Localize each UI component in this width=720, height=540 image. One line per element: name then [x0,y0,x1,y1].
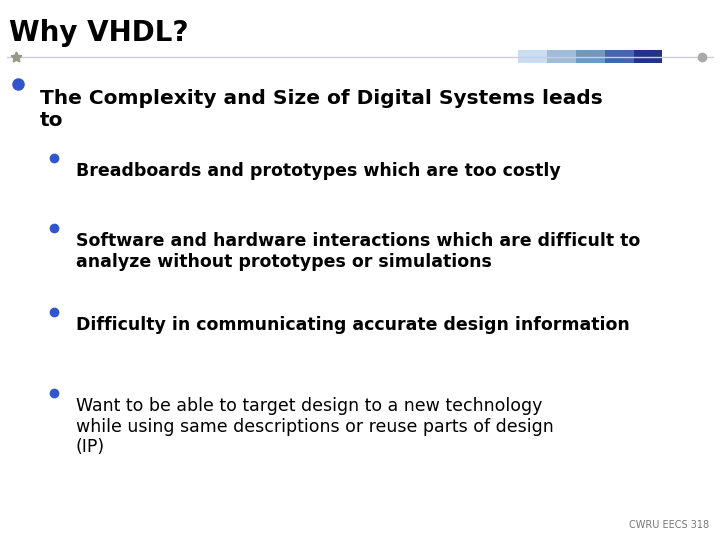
Text: Breadboards and prototypes which are too costly: Breadboards and prototypes which are too… [76,162,560,180]
Text: Want to be able to target design to a new technology
while using same descriptio: Want to be able to target design to a ne… [76,397,554,456]
Bar [547,50,619,63]
Bar [576,50,634,63]
Bar [634,50,662,63]
Text: Why VHDL?: Why VHDL? [9,19,188,47]
Bar [518,50,605,63]
Text: Difficulty in communicating accurate design information: Difficulty in communicating accurate des… [76,316,629,334]
Text: CWRU EECS 318: CWRU EECS 318 [629,520,709,530]
Bar [605,50,648,63]
Text: Software and hardware interactions which are difficult to
analyze without protot: Software and hardware interactions which… [76,232,640,271]
Text: The Complexity and Size of Digital Systems leads
to: The Complexity and Size of Digital Syste… [40,89,603,130]
